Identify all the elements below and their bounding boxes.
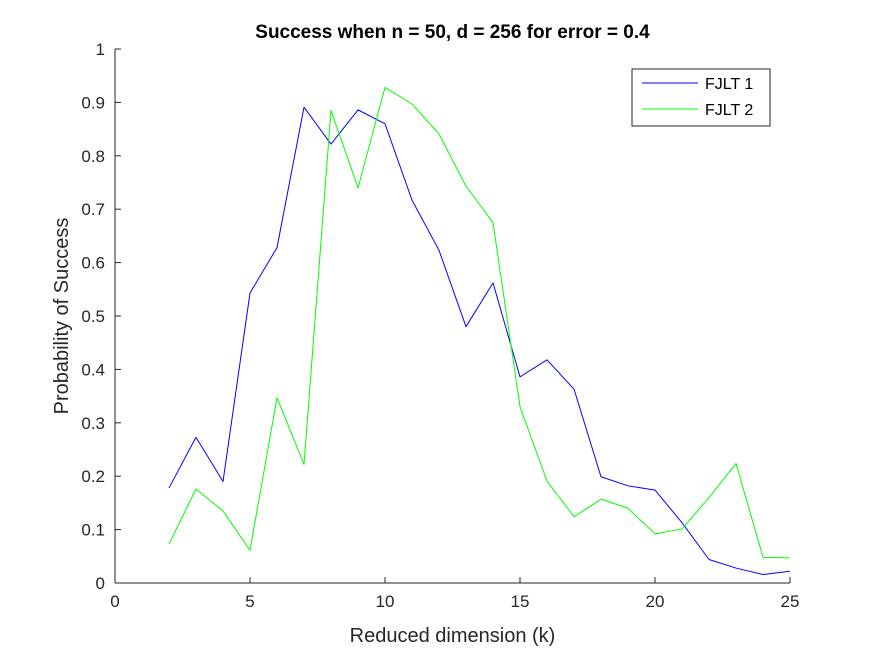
y-tick-label: 0.5	[81, 307, 105, 326]
y-tick-label: 0.6	[81, 254, 105, 273]
x-axis-label: Reduced dimension (k)	[350, 625, 556, 647]
x-tick-label: 0	[110, 592, 119, 611]
series-line-2	[168, 86, 791, 559]
legend-box	[631, 68, 771, 127]
y-tick-label: 0.2	[81, 467, 105, 486]
x-tick-label: 25	[781, 592, 800, 611]
x-tick-label: 15	[511, 592, 530, 611]
ticks-layer: 0 5 10 15 20 25 0 0.1 0.2 0.3 0.4 0.5 0.6 0.7 0.8 0.9 1	[81, 40, 799, 611]
y-axis-label: Probability of Success	[51, 218, 73, 415]
x-tick-label: 20	[646, 592, 665, 611]
x-tick-label: 5	[245, 592, 254, 611]
y-tick-label: 0	[96, 574, 105, 593]
y-tick-label: 0.3	[81, 414, 105, 433]
y-tick-label: 0.1	[81, 521, 105, 540]
series-layer	[168, 86, 791, 575]
y-tick-label: 0.7	[81, 200, 105, 219]
y-tick-label: 0.8	[81, 147, 105, 166]
x-tick-label: 10	[376, 592, 395, 611]
y-tick-label: 0.9	[81, 93, 105, 112]
plot-area	[115, 49, 790, 583]
legend-label-2: FJLT 2	[705, 102, 753, 119]
legend-label-1: FJLT 1	[705, 76, 753, 93]
chart-title: Success when n = 50, d = 256 for error =…	[255, 22, 650, 43]
y-tick-label: 1	[96, 40, 105, 59]
legend: FJLT 1 FJLT 2	[631, 68, 771, 127]
y-tick-label: 0.4	[81, 360, 105, 379]
series-line-1	[168, 106, 791, 575]
